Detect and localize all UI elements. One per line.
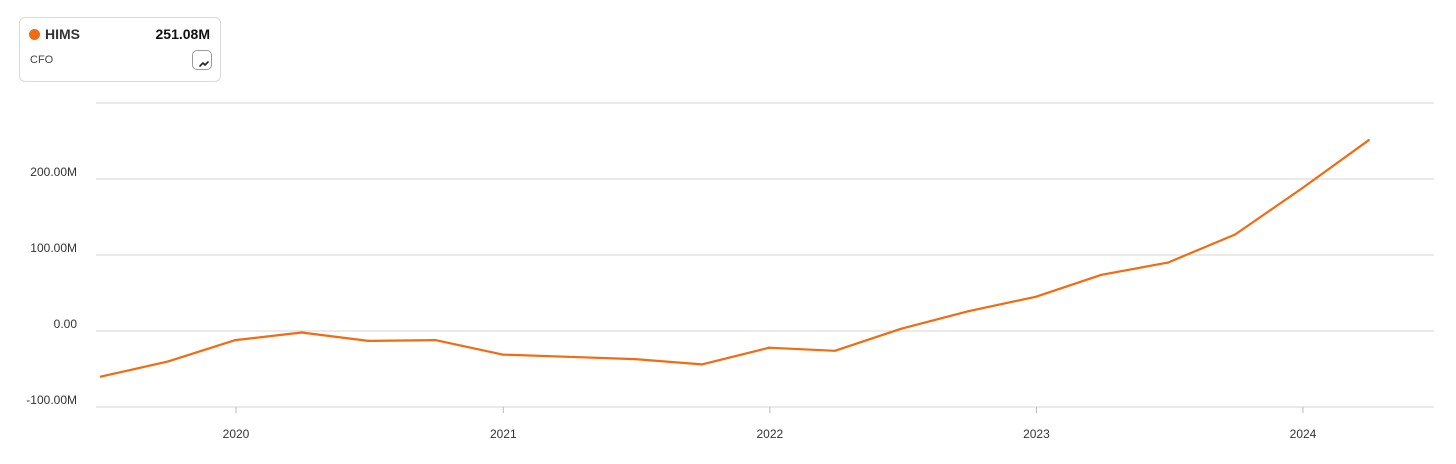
legend-ticker: HIMS <box>45 26 80 42</box>
x-tick-label: 2020 <box>223 427 250 441</box>
data-point <box>633 358 636 361</box>
chart-type-button[interactable] <box>192 50 212 70</box>
series-color-dot <box>29 29 40 40</box>
data-point <box>1234 233 1237 236</box>
data-point <box>1166 261 1169 264</box>
x-tick-label: 2021 <box>490 427 517 441</box>
y-tick-label: 0.00 <box>54 317 78 331</box>
data-point <box>1034 295 1037 298</box>
data-point <box>900 327 903 330</box>
y-tick-label: 100.00M <box>30 241 77 255</box>
legend-latest-value: 251.08M <box>155 26 210 42</box>
data-point <box>700 363 704 366</box>
y-tick-label: -100.00M <box>26 393 77 407</box>
x-tick-label: 2024 <box>1290 427 1317 441</box>
y-tick-label: 200.00M <box>30 165 77 179</box>
data-point <box>167 360 170 363</box>
series-line-hims <box>99 139 1370 378</box>
data-point <box>367 339 370 342</box>
data-point <box>300 331 303 334</box>
data-point <box>567 355 570 358</box>
x-tick-label: 2022 <box>757 427 784 441</box>
data-point <box>833 349 837 352</box>
legend-card: HIMS 251.08M CFO <box>19 17 221 82</box>
data-point <box>434 339 437 342</box>
data-point <box>1100 273 1103 276</box>
data-point <box>768 346 771 349</box>
data-point <box>967 310 970 313</box>
data-point <box>1301 187 1304 190</box>
data-point <box>99 375 102 378</box>
data-point <box>1367 139 1370 142</box>
line-chart-icon <box>199 61 209 67</box>
x-tick-label: 2023 <box>1023 427 1050 441</box>
legend-metric: CFO <box>30 54 54 66</box>
data-point <box>234 339 237 342</box>
data-point <box>501 353 504 356</box>
